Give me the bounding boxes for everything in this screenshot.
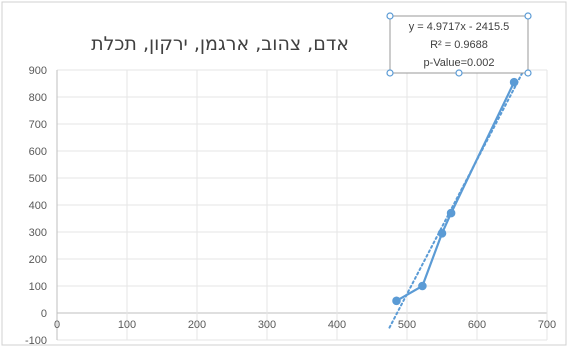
equation-box — [389, 15, 529, 74]
x-tick-label: 500 — [398, 319, 416, 331]
y-tick-label: 900 — [29, 65, 47, 77]
x-tick-label: 400 — [328, 319, 346, 331]
selection-handle — [386, 69, 394, 77]
data-point — [437, 229, 447, 238]
equation-line: y = 4.9717x - 2415.5 — [409, 21, 510, 33]
x-tick-label: 300 — [258, 319, 276, 331]
y-tick-label: 800 — [29, 92, 47, 104]
data-point — [418, 281, 427, 291]
selection-handle — [386, 12, 394, 20]
x-tick-label: 100 — [118, 319, 136, 331]
y-tick-label: 100 — [29, 281, 47, 293]
y-tick-label: 500 — [29, 173, 47, 185]
x-tick-label: 600 — [468, 319, 486, 331]
y-tick-label: 200 — [29, 254, 47, 266]
data-point — [446, 208, 456, 218]
selection-handle — [455, 69, 463, 77]
equation-line: R² = 0.9688 — [430, 39, 488, 51]
x-tick-label: 700 — [538, 319, 556, 331]
data-point — [509, 77, 519, 87]
x-tick-label: 0 — [54, 319, 60, 331]
y-tick-label: 600 — [29, 146, 47, 158]
y-tick-label: 400 — [29, 200, 47, 212]
chart-title: אדם, צהוב, ארגמן, ירקון, תכלת — [91, 33, 349, 55]
y-tick-label: -100 — [25, 335, 47, 347]
selection-handle — [524, 69, 532, 77]
y-tick-label: 700 — [29, 119, 47, 131]
data-point — [392, 296, 401, 306]
y-tick-label: 300 — [29, 227, 47, 239]
x-tick-label: 200 — [188, 319, 206, 331]
selection-handle — [524, 12, 532, 20]
trendline — [388, 71, 524, 329]
equation-line: p-Value=0.002 — [423, 57, 494, 69]
y-tick-label: 0 — [41, 308, 47, 320]
